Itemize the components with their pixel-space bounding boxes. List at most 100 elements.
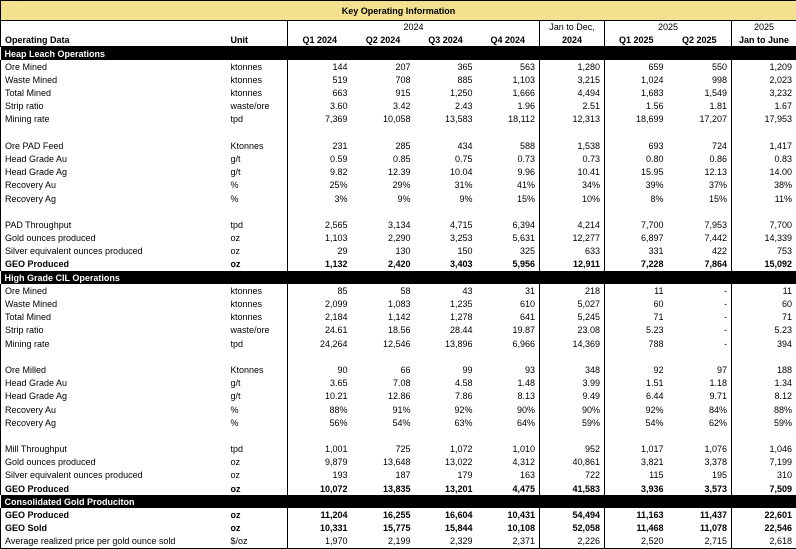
data-row: Recovery Ag%3%9%9%15%10%8%15%11%: [1, 192, 796, 205]
value-cell: 41,583: [540, 482, 605, 495]
value-cell: 85: [288, 284, 352, 297]
value-cell: 10.21: [288, 390, 352, 403]
value-cell: 2,023: [732, 73, 796, 86]
header-year: 2024: [288, 21, 540, 34]
column-header: Q2 2024: [352, 34, 415, 47]
column-header: Q1 2024: [288, 34, 352, 47]
row-unit: ktonnes: [227, 73, 288, 86]
value-cell: 91%: [352, 403, 415, 416]
empty-cell: [540, 429, 605, 442]
value-cell: 231: [288, 139, 352, 152]
value-cell: 59%: [732, 416, 796, 429]
value-cell: 5,631: [477, 232, 540, 245]
value-cell: 1.34: [732, 377, 796, 390]
value-cell: 12.13: [668, 166, 732, 179]
value-cell: 1,103: [477, 73, 540, 86]
value-cell: 10,058: [352, 113, 415, 126]
value-cell: 7,199: [732, 456, 796, 469]
value-cell: 8.12: [732, 390, 796, 403]
column-header: Unit: [227, 34, 288, 47]
empty-cell: [1, 429, 227, 442]
empty-cell: [605, 126, 668, 139]
value-cell: 130: [352, 245, 415, 258]
value-cell: 753: [732, 245, 796, 258]
value-cell: 2,099: [288, 297, 352, 310]
value-cell: 2,618: [732, 535, 796, 548]
value-cell: 9.82: [288, 166, 352, 179]
value-cell: 7,509: [732, 482, 796, 495]
row-label: Total Mined: [1, 311, 227, 324]
row-label: Silver equivalent ounces produced: [1, 245, 227, 258]
value-cell: 2,715: [668, 535, 732, 548]
row-unit: oz: [227, 245, 288, 258]
value-cell: 588: [477, 139, 540, 152]
section-title: High Grade CIL Operations: [1, 271, 796, 284]
value-cell: 17,953: [732, 113, 796, 126]
value-cell: 3.99: [540, 377, 605, 390]
value-cell: 10.41: [540, 166, 605, 179]
value-cell: 15%: [477, 192, 540, 205]
value-cell: 9.96: [477, 166, 540, 179]
value-cell: 18,112: [477, 113, 540, 126]
empty-cell: [605, 350, 668, 363]
value-cell: 2.51: [540, 100, 605, 113]
value-cell: 13,896: [415, 337, 477, 350]
value-cell: 519: [288, 73, 352, 86]
row-unit: tpd: [227, 443, 288, 456]
empty-cell: [227, 126, 288, 139]
data-row: Recovery Au%88%91%92%90%90%92%84%88%: [1, 403, 796, 416]
value-cell: 11,163: [605, 508, 668, 521]
value-cell: 12,546: [352, 337, 415, 350]
value-cell: -: [668, 297, 732, 310]
value-cell: 348: [540, 363, 605, 376]
value-cell: 59%: [540, 416, 605, 429]
value-cell: 2,329: [415, 535, 477, 548]
data-row: Average realized price per gold ounce so…: [1, 535, 796, 548]
row-label: Silver equivalent ounces produced: [1, 469, 227, 482]
column-header: Q3 2024: [415, 34, 477, 47]
value-cell: 14,369: [540, 337, 605, 350]
table-title: Key Operating Information: [1, 1, 796, 21]
value-cell: 633: [540, 245, 605, 258]
value-cell: 93: [477, 363, 540, 376]
value-cell: 4,715: [415, 218, 477, 231]
value-cell: 15,775: [352, 522, 415, 535]
row-label: Recovery Ag: [1, 192, 227, 205]
empty-cell: [477, 350, 540, 363]
empty-cell: [352, 126, 415, 139]
value-cell: 92%: [605, 403, 668, 416]
value-cell: 394: [732, 337, 796, 350]
row-label: Head Grade Au: [1, 377, 227, 390]
value-cell: 54%: [605, 416, 668, 429]
value-cell: 13,022: [415, 456, 477, 469]
value-cell: 24.61: [288, 324, 352, 337]
value-cell: 3,403: [415, 258, 477, 271]
value-cell: 66: [352, 363, 415, 376]
value-cell: 5.23: [732, 324, 796, 337]
spacer-row: [1, 429, 796, 442]
value-cell: 4,494: [540, 86, 605, 99]
value-cell: 10,072: [288, 482, 352, 495]
value-cell: 1,417: [732, 139, 796, 152]
empty-cell: [668, 429, 732, 442]
value-cell: 2,565: [288, 218, 352, 231]
row-unit: oz: [227, 482, 288, 495]
value-cell: 3,215: [540, 73, 605, 86]
value-cell: 92: [605, 363, 668, 376]
value-cell: 4,475: [477, 482, 540, 495]
value-cell: 6,966: [477, 337, 540, 350]
value-cell: 1,250: [415, 86, 477, 99]
value-cell: 15,844: [415, 522, 477, 535]
data-row: Recovery Ag%56%54%63%64%59%54%62%59%: [1, 416, 796, 429]
value-cell: 11,437: [668, 508, 732, 521]
value-cell: 3.42: [352, 100, 415, 113]
row-label: Average realized price per gold ounce so…: [1, 535, 227, 548]
value-cell: 52,058: [540, 522, 605, 535]
value-cell: 1,001: [288, 443, 352, 456]
value-cell: 1,970: [288, 535, 352, 548]
empty-cell: [477, 429, 540, 442]
value-cell: 28.44: [415, 324, 477, 337]
value-cell: 195: [668, 469, 732, 482]
